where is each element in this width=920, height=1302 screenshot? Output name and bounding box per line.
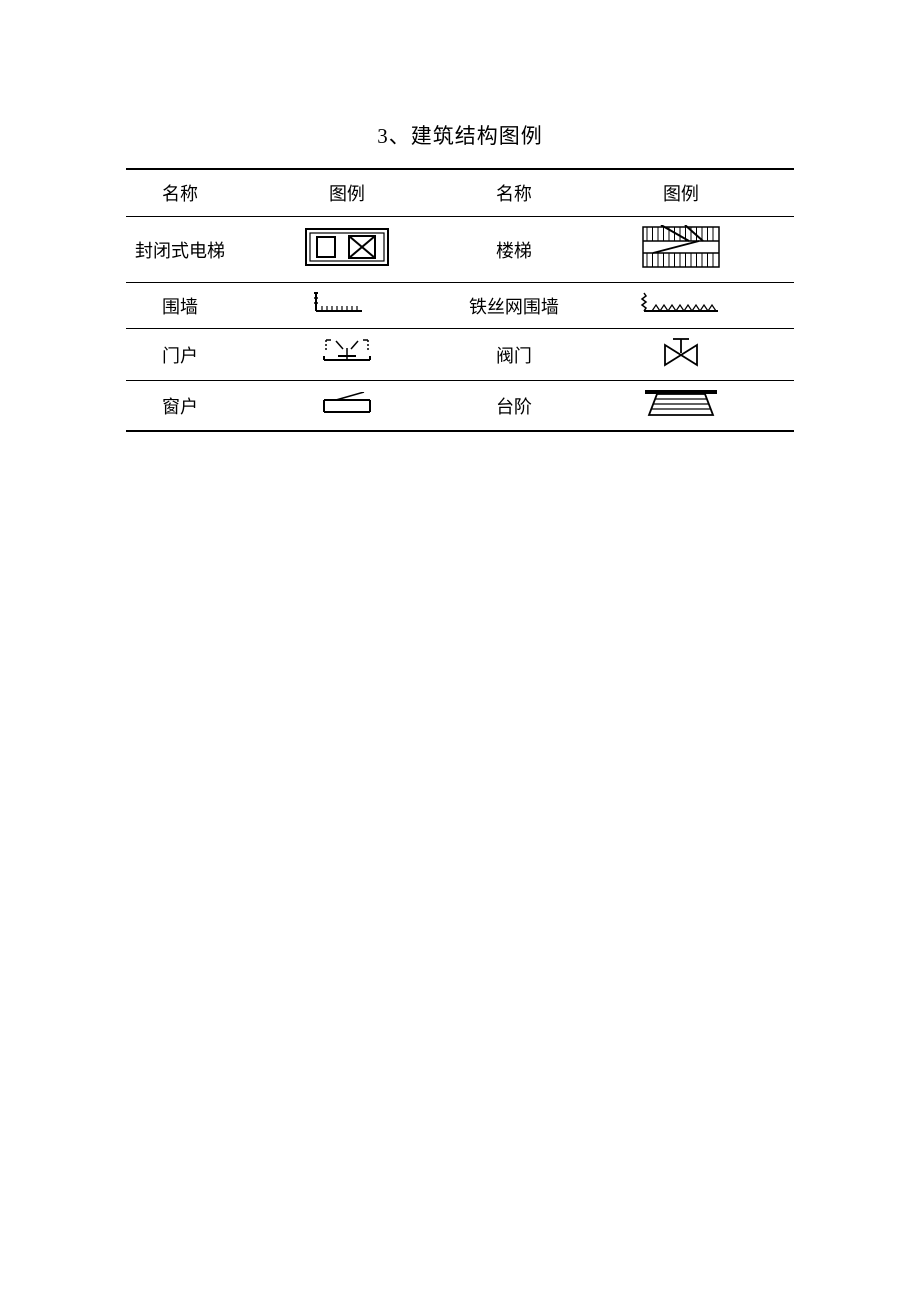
cell-name-right: 阀门 — [460, 329, 568, 381]
table-title: 3、建筑结构图例 — [126, 120, 794, 150]
wirewall-icon — [640, 291, 722, 315]
cell-name-right: 铁丝网围墙 — [460, 283, 568, 329]
table-row: 围墙 铁丝网围墙 — [126, 283, 794, 329]
cell-name-left: 围墙 — [126, 283, 234, 329]
wall-icon — [312, 291, 382, 315]
header-symbol-2: 图例 — [568, 169, 794, 217]
cell-symbol-left — [234, 217, 460, 283]
cell-name-right: 楼梯 — [460, 217, 568, 283]
elevator-icon — [305, 228, 389, 266]
stairs-icon — [641, 225, 721, 269]
header-name-2: 名称 — [460, 169, 568, 217]
cell-symbol-right — [568, 381, 794, 432]
cell-symbol-right — [568, 217, 794, 283]
table-row: 封闭式电梯 楼梯 — [126, 217, 794, 283]
window-icon — [320, 392, 374, 414]
cell-name-right: 台阶 — [460, 381, 568, 432]
cell-name-left: 窗户 — [126, 381, 234, 432]
table-row: 窗户 台阶 — [126, 381, 794, 432]
cell-symbol-right — [568, 329, 794, 381]
table-row: 门户 阀门 — [126, 329, 794, 381]
header-name-1: 名称 — [126, 169, 234, 217]
cell-name-left: 封闭式电梯 — [126, 217, 234, 283]
cell-name-left: 门户 — [126, 329, 234, 381]
steps-icon — [643, 389, 719, 417]
cell-symbol-left — [234, 329, 460, 381]
cell-symbol-left — [234, 381, 460, 432]
cell-symbol-left — [234, 283, 460, 329]
door-icon — [320, 338, 374, 366]
valve-icon — [661, 337, 701, 367]
header-symbol-1: 图例 — [234, 169, 460, 217]
cell-symbol-right — [568, 283, 794, 329]
legend-table: 名称 图例 名称 图例 封闭式电梯 楼梯 围墙 — [126, 168, 794, 432]
